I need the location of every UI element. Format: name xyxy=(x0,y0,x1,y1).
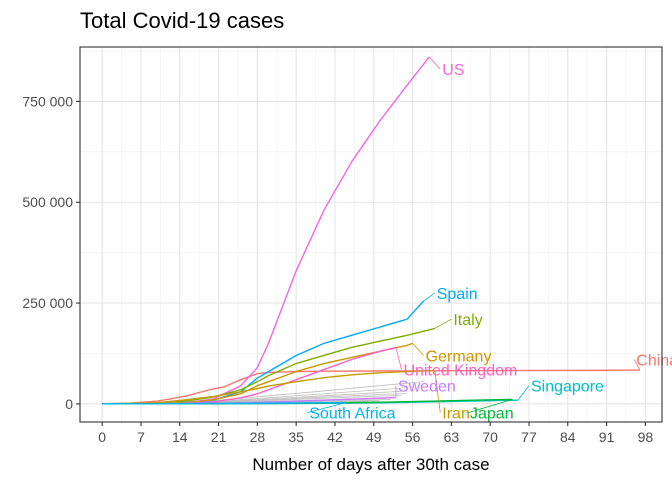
label-leader-germany xyxy=(412,343,424,356)
x-tick-label: 98 xyxy=(638,429,654,445)
x-tick-label: 42 xyxy=(327,429,343,445)
chart-title: Total Covid-19 cases xyxy=(80,8,285,33)
plot-border xyxy=(79,46,663,423)
series-label-japan: Japan xyxy=(470,406,514,423)
label-leader-china xyxy=(633,359,641,371)
series-label-spain: Spain xyxy=(437,286,478,303)
y-axis: 0 250 000 500 000 750 000 xyxy=(22,93,80,412)
x-tick-label: 21 xyxy=(211,429,227,445)
label-leader-singapore xyxy=(517,385,530,401)
series-label-germany: Germany xyxy=(426,348,492,365)
y-tick-label: 750 000 xyxy=(22,93,73,109)
x-tick-label: 77 xyxy=(521,429,537,445)
series-label-singapore: Singapore xyxy=(531,379,604,396)
series-label-iran: Iran xyxy=(442,406,470,423)
series-line-china xyxy=(102,369,640,405)
x-tick-label: 28 xyxy=(250,429,266,445)
grid-major xyxy=(80,47,662,422)
y-tick-label: 0 xyxy=(65,396,73,412)
x-tick-label: 63 xyxy=(444,429,460,445)
x-tick-label: 84 xyxy=(560,429,576,445)
label-leader-japan xyxy=(467,399,513,414)
label-leader-south-africa xyxy=(307,402,347,414)
y-tick-label: 250 000 xyxy=(22,295,73,311)
label-leader-united-kingdom xyxy=(395,347,402,370)
x-tick-label: 0 xyxy=(98,429,106,445)
x-axis: 0 7 14 21 28 35 42 49 56 63 70 77 84 91 98 xyxy=(98,422,653,445)
x-tick-label: 35 xyxy=(288,429,304,445)
label-leader-spain xyxy=(423,292,435,302)
series-label-italy: Italy xyxy=(453,312,482,329)
series-line-italy xyxy=(102,327,435,405)
label-leader-iran xyxy=(434,370,441,413)
label-leader-us xyxy=(428,56,441,70)
series-label-united-kingdom: United Kingdom xyxy=(403,363,517,380)
x-tick-label: 56 xyxy=(405,429,421,445)
x-tick-label: 7 xyxy=(137,429,145,445)
series-line-iran xyxy=(102,369,435,405)
y-tick-label: 500 000 xyxy=(22,194,73,210)
x-tick-label: 49 xyxy=(366,429,382,445)
series-label-us: US xyxy=(442,62,464,79)
series-label-sweden: Sweden xyxy=(398,379,456,396)
x-tick-label: 91 xyxy=(599,429,615,445)
x-axis-title: Number of days after 30th case xyxy=(252,455,489,474)
series-line-south-africa xyxy=(102,401,347,405)
country-series xyxy=(102,56,640,405)
plot-background xyxy=(80,47,662,422)
label-leader-italy xyxy=(434,318,452,329)
x-tick-label: 14 xyxy=(172,429,188,445)
series-label-south-africa: South Africa xyxy=(309,406,395,423)
x-tick-label: 70 xyxy=(482,429,498,445)
series-label-china: China xyxy=(636,353,672,370)
